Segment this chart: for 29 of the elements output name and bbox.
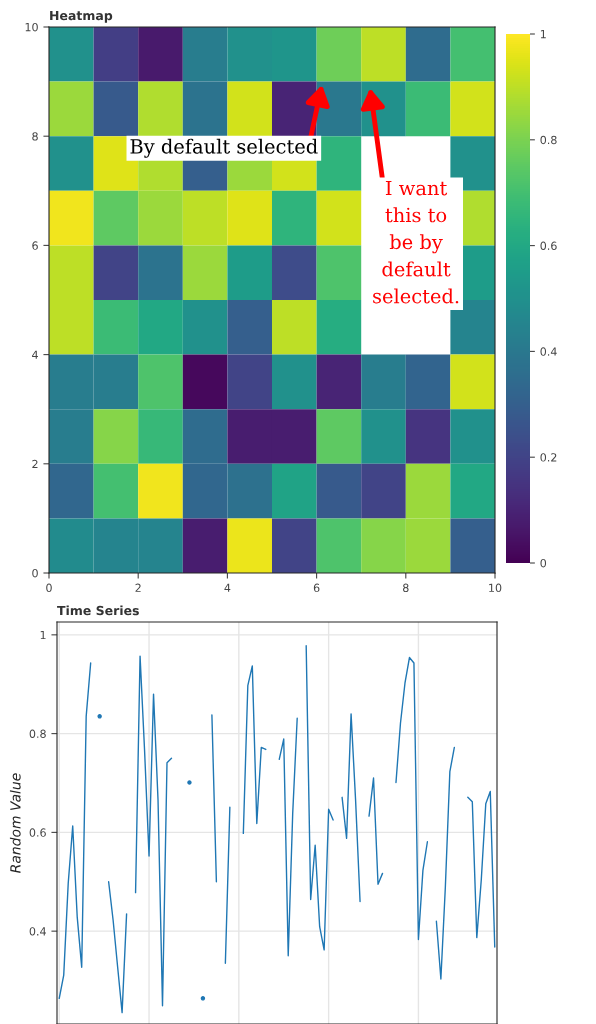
x-tick-label: 8 xyxy=(403,583,409,593)
color-bar-label: 0.6 xyxy=(540,241,557,250)
color-bar-label: 0.2 xyxy=(540,453,557,462)
point xyxy=(97,714,102,719)
y-tick-label: 10 xyxy=(25,22,38,32)
y-axis-title: Random Value xyxy=(9,773,21,873)
y-tick-label: 1 xyxy=(40,630,46,640)
x-tick-label: 2 xyxy=(135,583,141,592)
y-tick-label: 0 xyxy=(32,568,38,578)
y-tick-label: 0.6 xyxy=(29,828,46,837)
x-tick-label: 10 xyxy=(489,583,502,593)
annotation: By default selected xyxy=(130,138,318,158)
y-tick-label: 4 xyxy=(32,350,38,359)
y-tick-label: 8 xyxy=(32,132,38,141)
x-tick-label: 6 xyxy=(313,583,320,593)
color-bar-label: 0.8 xyxy=(540,135,557,145)
point xyxy=(187,780,192,785)
y-tick-label: 0.4 xyxy=(29,927,46,936)
x-tick-label: 4 xyxy=(224,583,231,592)
color-bar-label: 1 xyxy=(540,30,546,39)
chart-title: Heatmap xyxy=(50,10,113,23)
y-tick-label: 2 xyxy=(32,459,38,469)
color-bar-label: 0 xyxy=(540,558,547,568)
y-tick-label: 0.8 xyxy=(29,729,46,738)
annotation: I want this to be by default selected. xyxy=(373,180,459,304)
chart-title: Time Series xyxy=(57,605,139,616)
color-bar-label: 0.4 xyxy=(540,347,557,356)
point xyxy=(200,996,206,1001)
y-tick-label: 6 xyxy=(32,241,38,250)
